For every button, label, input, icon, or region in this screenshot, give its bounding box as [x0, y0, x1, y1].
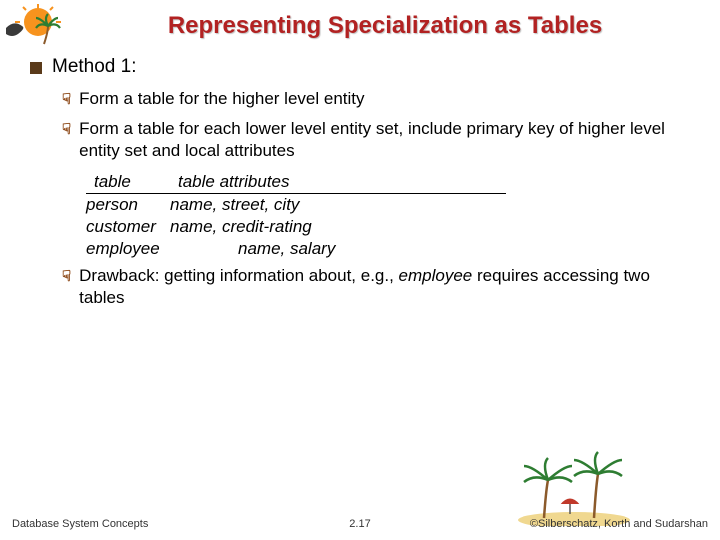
table-row: person name, street, city: [86, 194, 696, 216]
table-cell: name, credit-rating: [170, 216, 696, 238]
hand-bullet-icon: ☟: [62, 267, 71, 286]
table-cell: employee: [86, 238, 170, 260]
hand-bullet-icon: ☟: [62, 90, 71, 109]
table-cell: name, street, city: [170, 194, 696, 216]
bullet-item-1: ☟ Form a table for the higher level enti…: [62, 88, 696, 110]
bullet-text: Drawback: getting information about, e.g…: [79, 265, 696, 309]
table-row: employee name, salary: [86, 238, 696, 260]
corner-logo-icon: [4, 4, 68, 54]
table-header-col1: table: [86, 171, 178, 193]
table-cell: customer: [86, 216, 170, 238]
footer-right: ©Silberschatz, Korth and Sudarshan: [530, 518, 708, 530]
square-bullet-icon: [30, 62, 42, 74]
table-row: customer name, credit-rating: [86, 216, 696, 238]
method-label: Method 1:: [52, 56, 137, 78]
bullet-method: Method 1:: [30, 56, 696, 78]
table-header-col2: table attributes: [178, 171, 506, 193]
attributes-table: table table attributes person name, stre…: [86, 171, 696, 259]
table-cell: name, salary: [170, 238, 696, 260]
footer-art-icon: [514, 446, 634, 526]
table-header-row: table table attributes: [86, 171, 506, 194]
page-title: Representing Specialization as Tables: [74, 12, 696, 40]
bullet-text: Form a table for the higher level entity: [79, 88, 364, 110]
drawback-em: employee: [399, 266, 473, 285]
table-cell: person: [86, 194, 170, 216]
footer-left: Database System Concepts: [12, 518, 148, 530]
footer-center: 2.17: [349, 518, 370, 530]
bullet-item-2: ☟ Form a table for each lower level enti…: [62, 118, 696, 162]
drawback-pre: Drawback: getting information about, e.g…: [79, 266, 398, 285]
bullet-text: Form a table for each lower level entity…: [79, 118, 696, 162]
bullet-item-3: ☟ Drawback: getting information about, e…: [62, 265, 696, 309]
hand-bullet-icon: ☟: [62, 120, 71, 139]
